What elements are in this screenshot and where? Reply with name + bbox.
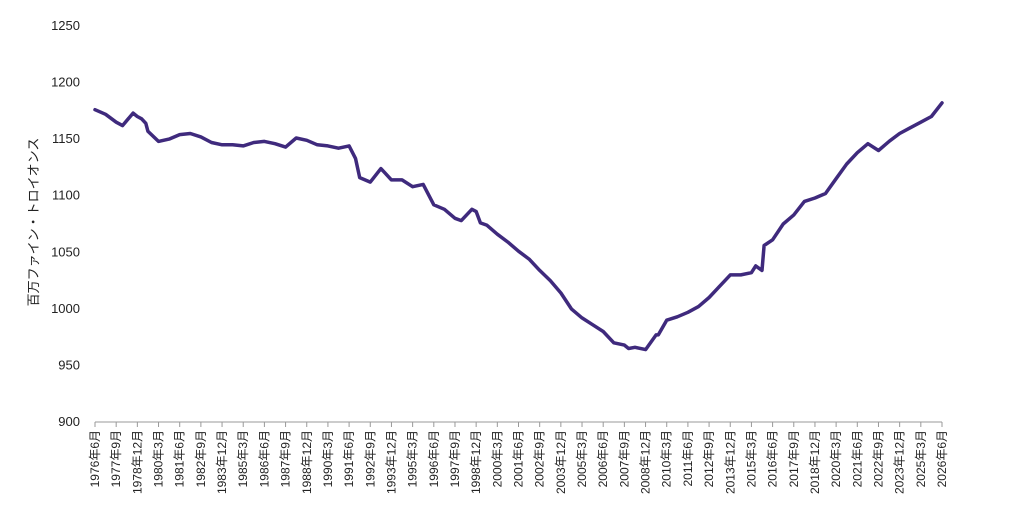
x-tick-label: 2018年12月 (808, 430, 822, 494)
x-tick-label: 2008年12月 (639, 430, 653, 494)
x-tick-label: 2021年6月 (850, 430, 864, 487)
y-tick-label: 950 (58, 357, 80, 372)
x-tick-label: 1985年3月 (236, 430, 250, 487)
x-tick-label: 1990年3月 (321, 430, 335, 487)
x-tick-label: 2025年3月 (914, 430, 928, 487)
x-tick-label: 1982年9月 (194, 430, 208, 487)
x-tick-label: 1980年3月 (152, 430, 166, 487)
y-tick-label: 1050 (51, 244, 80, 259)
x-tick-label: 2016年6月 (766, 430, 780, 487)
x-tick-label: 1996年6月 (427, 430, 441, 487)
x-tick-label: 1993年12月 (384, 430, 398, 494)
x-tick-label: 1986年6月 (257, 430, 271, 487)
x-tick-label: 2005年3月 (575, 430, 589, 487)
x-tick-label: 2020年3月 (829, 430, 843, 487)
y-axis-label: 百万ファイン・トロイオンス (26, 138, 41, 307)
x-tick-label: 2001年6月 (512, 430, 526, 487)
x-tick-label: 1976年6月 (88, 430, 102, 487)
y-tick-label: 1100 (52, 188, 80, 203)
x-tick-label: 2010年3月 (660, 430, 674, 487)
x-tick-label: 1987年9月 (279, 430, 293, 487)
y-tick-label: 1200 (51, 75, 80, 90)
y-tick-label: 1150 (52, 131, 80, 146)
x-tick-label: 1997年9月 (448, 430, 462, 487)
x-tick-label: 2007年9月 (617, 430, 631, 487)
x-tick-label: 2013年12月 (723, 430, 737, 494)
x-tick-label: 1981年6月 (173, 430, 187, 487)
series-line-0 (93, 101, 944, 352)
x-tick-label: 2011年6月 (681, 430, 695, 486)
y-tick-label: 1250 (51, 18, 80, 33)
x-tick-label: 2023年12月 (893, 430, 907, 494)
x-tick-label: 1983年12月 (215, 430, 229, 494)
x-tick-label: 2003年12月 (554, 430, 568, 494)
x-tick-label: 1988年12月 (300, 430, 314, 494)
x-tick-label: 1995年3月 (406, 430, 420, 487)
x-tick-label: 1978年12月 (130, 430, 144, 494)
x-tick-label: 2000年3月 (490, 430, 504, 487)
y-tick-label: 900 (58, 414, 80, 429)
x-tick-label: 1992年9月 (363, 430, 377, 487)
x-tick-label: 2006年6月 (596, 430, 610, 487)
x-tick-label: 1998年12月 (469, 430, 483, 494)
x-tick-label: 2012年9月 (702, 430, 716, 487)
x-tick-label: 2002年9月 (533, 430, 547, 487)
x-tick-label: 2015年3月 (744, 430, 758, 487)
x-tick-label: 2017年9月 (787, 430, 801, 487)
y-tick-label: 1000 (51, 301, 80, 316)
x-tick-label: 2026年6月 (935, 430, 949, 487)
x-tick-label: 2022年9月 (871, 430, 885, 487)
x-tick-label: 1991年6月 (342, 430, 356, 487)
x-tick-label: 1977年9月 (109, 430, 123, 487)
